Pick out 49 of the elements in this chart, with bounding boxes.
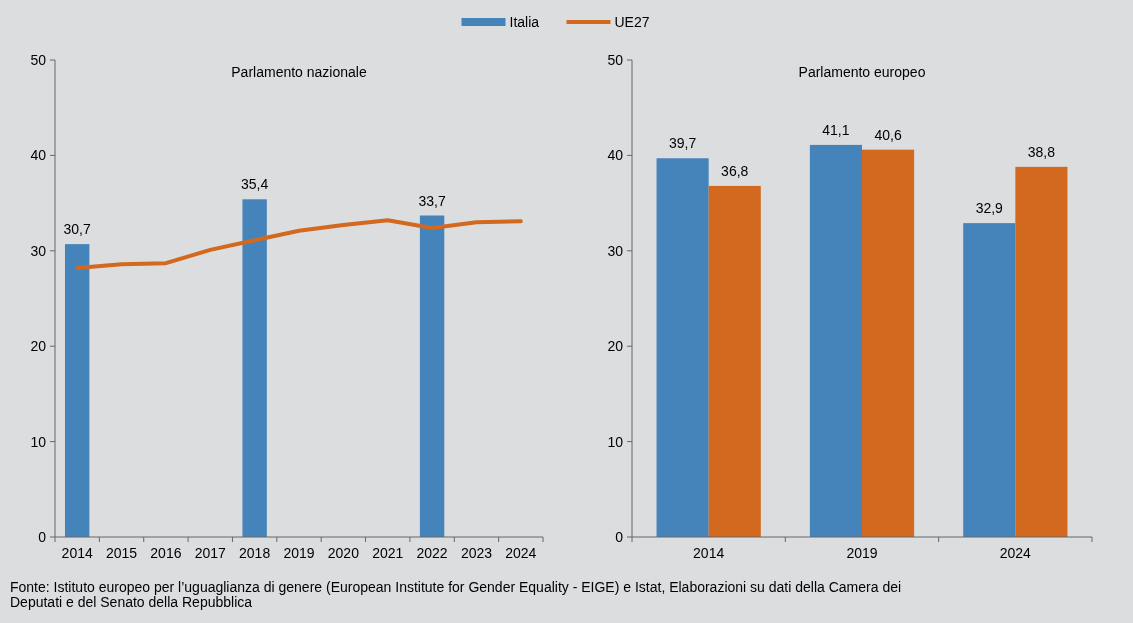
bar [656,158,709,537]
y-tick-label: 40 [30,147,47,164]
x-tick-label: 2022 [416,545,448,561]
x-tick-label: 2016 [150,545,182,561]
chart-title: Parlamento nazionale [231,64,367,80]
chart-title: Parlamento europeo [798,64,926,80]
x-tick-label: 2019 [283,545,315,561]
data-label: 38,8 [1027,143,1056,160]
data-label: 41,1 [822,121,850,138]
bar [862,149,915,537]
bar [1015,166,1068,537]
bar [963,223,1016,537]
bar [64,244,90,537]
y-tick-label: 30 [607,242,624,259]
legend-label: UE27 [614,13,650,30]
data-label: 30,7 [63,221,92,238]
x-tick-label: 2018 [239,545,271,561]
y-tick-label: 50 [607,51,624,68]
bar [809,144,862,537]
y-tick-label: 20 [607,338,624,355]
source-note: Fonte: Istituto europeo per l’uguaglianza di genere (European Institute for Gender Equality - EIGE) e Istat, Elaborazioni su dati della Camera dei Deputati e del Senato della Repubblica [10,579,902,610]
legend-label: Italia [509,13,540,30]
data-label: 32,9 [975,200,1004,217]
y-tick-label: 10 [607,433,624,450]
y-tick-label: 50 [30,51,47,68]
x-tick-label: 2020 [327,545,360,561]
y-tick-label: 10 [30,433,47,450]
y-tick-label: 0 [615,528,624,545]
y-tick-label: 30 [30,242,47,259]
bar [419,215,445,537]
x-tick-label: 2019 [846,545,878,561]
x-tick-label: 2014 [61,545,93,561]
data-label: 40,6 [874,126,902,143]
data-label: 35,4 [241,176,269,193]
x-tick-label: 2021 [372,545,404,561]
data-label: 33,7 [418,192,446,209]
bar [708,185,761,537]
x-tick-label: 2015 [105,545,138,561]
y-tick-label: 40 [607,147,624,164]
x-tick-label: 2014 [693,545,725,561]
x-tick-label: 2017 [194,545,227,561]
data-label: 36,8 [721,162,749,179]
x-tick-label: 2023 [460,545,493,561]
y-tick-label: 20 [30,338,47,355]
x-tick-label: 2024 [505,545,537,561]
y-tick-label: 0 [38,528,47,545]
x-tick-label: 2024 [999,545,1032,561]
data-label: 39,7 [668,135,697,152]
bar [242,199,267,537]
